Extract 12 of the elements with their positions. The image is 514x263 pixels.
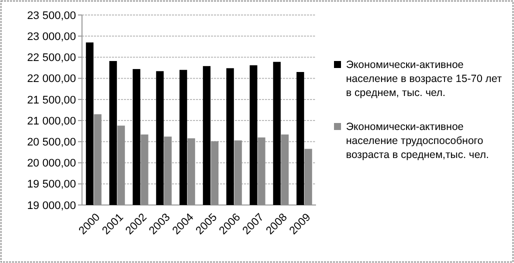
y-tick-label: 19 500,00 (27, 178, 76, 191)
legend-label: Экономически-активное население в возрасте 15-70 лет в среднем, тыс. чел. (346, 59, 502, 99)
y-tick-label: 19 000,00 (27, 200, 76, 212)
legend-label: Экономически-активное население трудоспособного возраста в среднем,тыс. чел. (346, 121, 489, 161)
y-tick-label: 20 000,00 (27, 158, 76, 170)
y-tick-label: 22 000,00 (27, 73, 76, 86)
y-tick-label: 22 500,00 (27, 52, 76, 64)
y-tick-label: 23 500,00 (27, 10, 76, 22)
y-tick-label: 21 000,00 (27, 115, 76, 128)
y-tick-label: 20 500,00 (27, 136, 76, 149)
y-tick-label: 23 000,00 (27, 30, 76, 43)
y-tick-label: 21 500,00 (27, 94, 76, 106)
